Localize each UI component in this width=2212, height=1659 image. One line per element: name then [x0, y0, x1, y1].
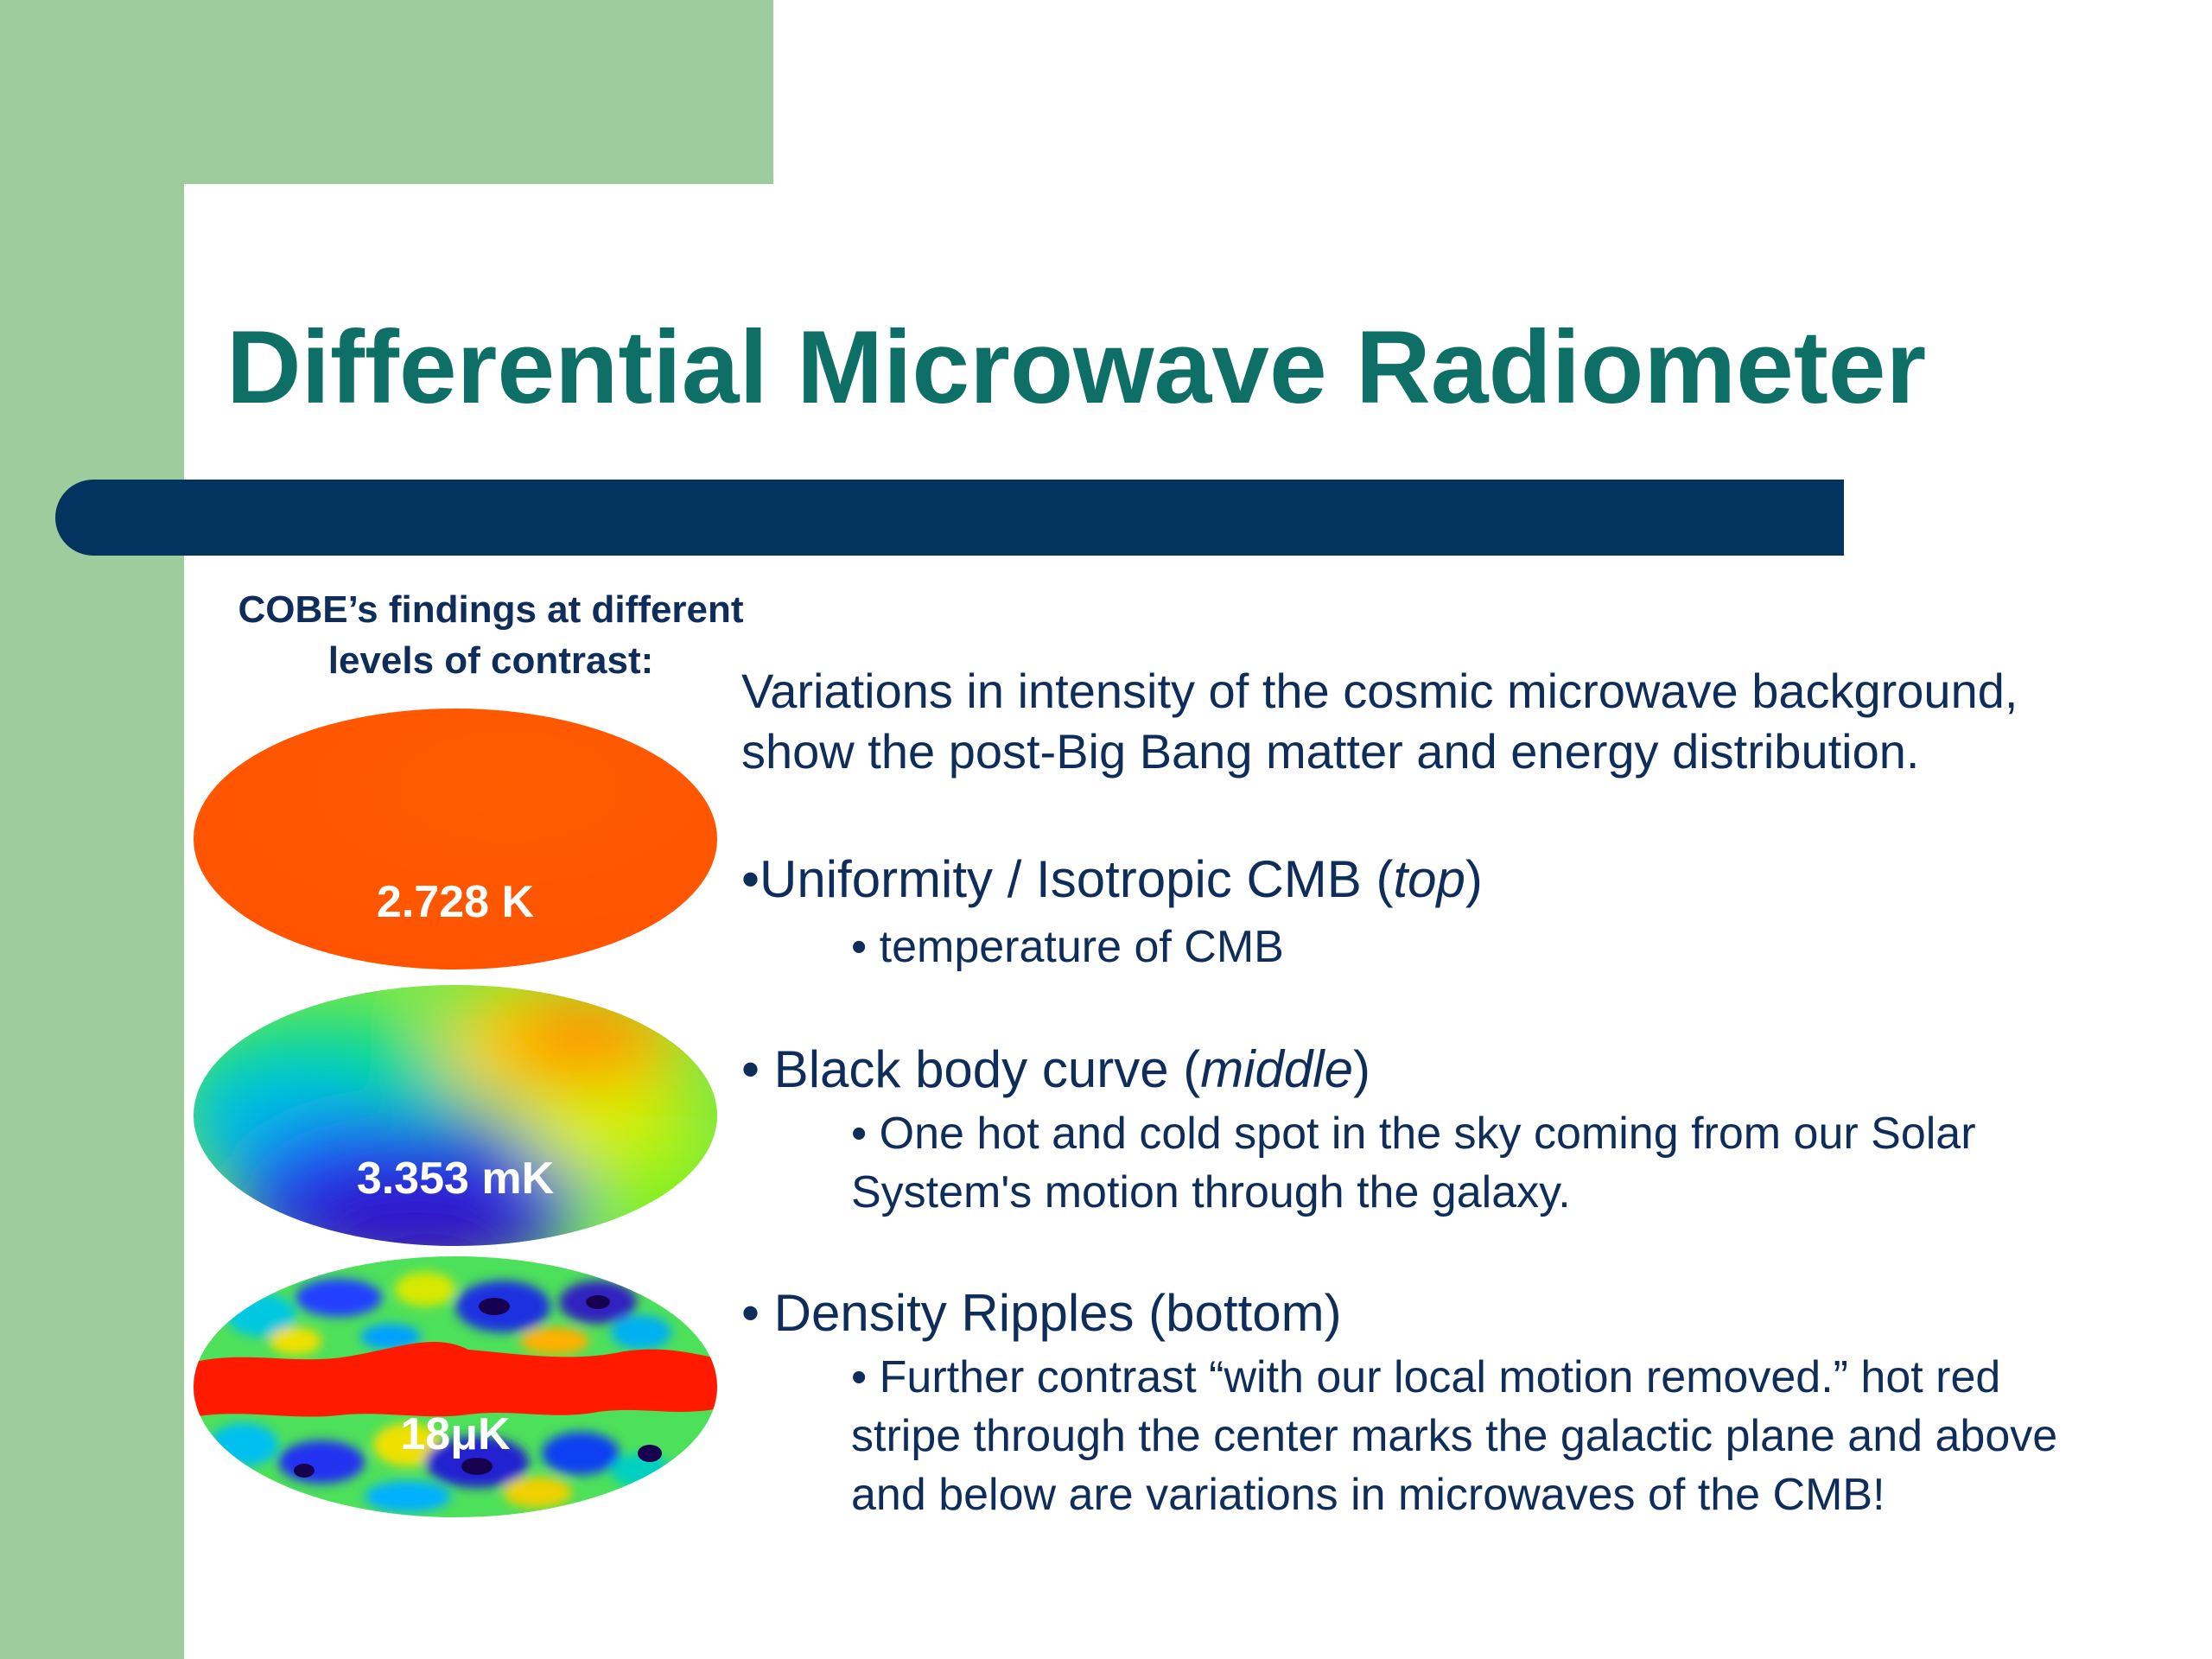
bullet-uniformity-emphasis: top — [1393, 850, 1465, 908]
bullet-black-body-close: ) — [1352, 1040, 1370, 1098]
intro-paragraph: Variations in intensity of the cosmic mi… — [741, 661, 2018, 782]
cmb-map-dipole: 3.353 mK — [192, 983, 719, 1248]
slide-title: Differential Microwave Radiometer — [226, 309, 1927, 425]
sub-bullet-line: stripe through the center marks the gala… — [851, 1411, 2058, 1461]
background-green-strip — [0, 0, 184, 1659]
sub-bullets-uniformity: • temperature of CMB — [851, 918, 1284, 976]
cmb-map-dipole-image — [194, 985, 717, 1246]
bullet-uniformity: •Uniformity / Isotropic CMB (top) — [741, 849, 1483, 911]
sub-bullets-black-body: • One hot and cold spot in the sky comin… — [851, 1104, 1976, 1222]
background-green-top-block — [0, 0, 773, 184]
sub-bullet-line: and below are variations in microwaves o… — [851, 1470, 1885, 1520]
map-label-uniform: 2.728 K — [376, 877, 535, 927]
bullet-black-body-emphasis: middle — [1200, 1040, 1353, 1098]
sub-bullet-line: • Further contrast “with our local motio… — [851, 1352, 2001, 1402]
title-divider-bar — [55, 480, 1844, 556]
maps-caption-line-2: levels of contrast: — [327, 639, 654, 682]
bullet-density-ripples-text: • Density Ripples (bottom) — [741, 1284, 1342, 1342]
intro-line-2: show the post-Big Bang matter and energy… — [741, 724, 1920, 779]
map-label-dipole: 3.353 mK — [356, 1154, 555, 1204]
intro-line-1: Variations in intensity of the cosmic mi… — [741, 664, 2018, 718]
sub-bullet-line: System's motion through the galaxy. — [851, 1167, 1571, 1217]
cmb-map-ripples: 18μK — [192, 1255, 719, 1519]
bullet-black-body: • Black body curve (middle) — [741, 1039, 1370, 1101]
bullet-black-body-text: • Black body curve ( — [741, 1040, 1201, 1098]
cmb-map-uniform: 2.728 K — [192, 707, 719, 971]
cmb-map-ripples-image — [194, 1256, 717, 1517]
bullet-uniformity-text: •Uniformity / Isotropic CMB ( — [741, 850, 1394, 908]
sub-bullet-line: • temperature of CMB — [851, 922, 1284, 972]
sub-bullet-line: • One hot and cold spot in the sky comin… — [851, 1109, 1976, 1159]
sub-bullets-density-ripples: • Further contrast “with our local motio… — [851, 1348, 2057, 1524]
bullet-uniformity-close: ) — [1465, 850, 1483, 908]
maps-caption: COBE’s findings at different levels of c… — [188, 584, 793, 686]
bullet-density-ripples: • Density Ripples (bottom) — [741, 1282, 1342, 1344]
cmb-map-uniform-image — [194, 709, 717, 969]
map-label-ripples: 18μK — [400, 1409, 511, 1459]
maps-caption-line-1: COBE’s findings at different — [238, 588, 744, 631]
